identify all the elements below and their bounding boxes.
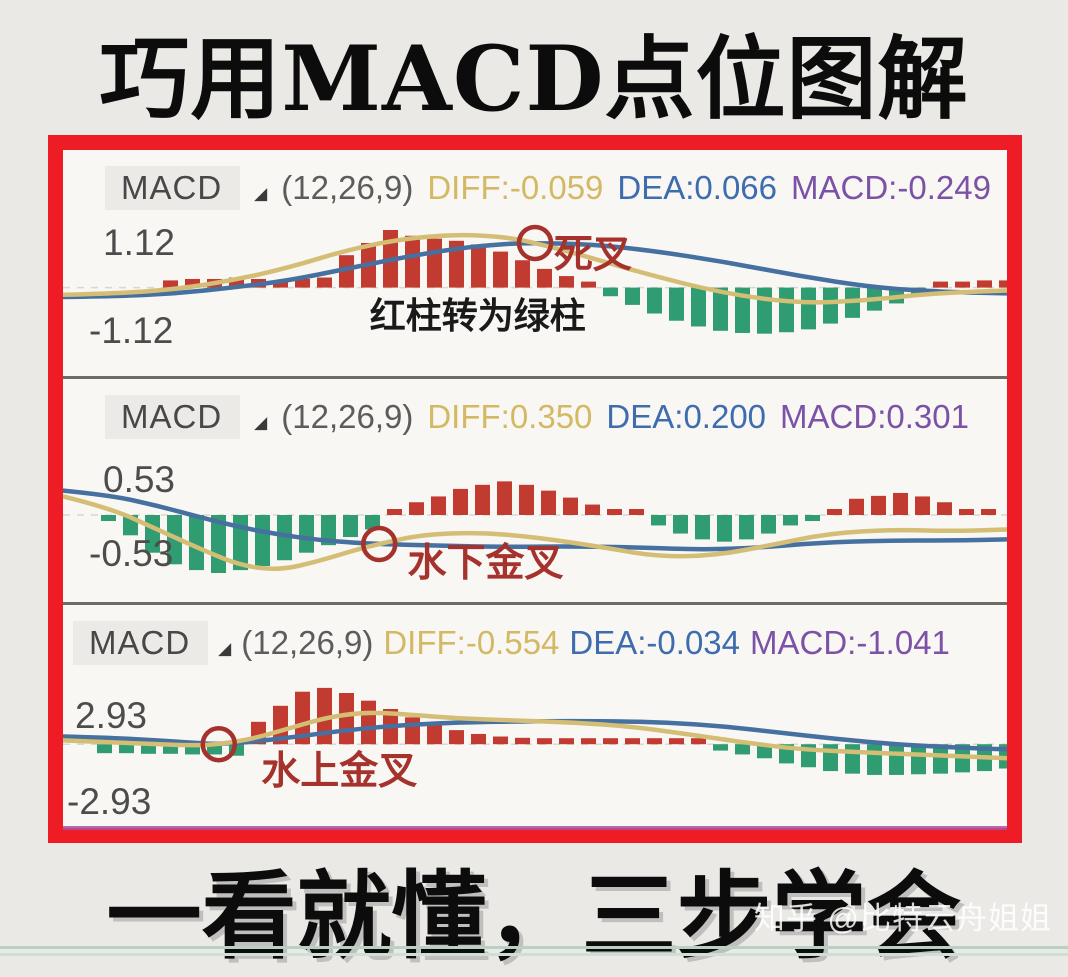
- macd-header: MACD ◢ (12,26,9) DIFF:0.350 DEA:0.200 MA…: [63, 379, 1007, 443]
- macd-panel-above-water-golden-cross: MACD ◢ (12,26,9) DIFF:-0.554 DEA:-0.034 …: [63, 602, 1007, 828]
- macd-params: (12,26,9): [281, 169, 414, 206]
- macd-params: (12,26,9): [281, 398, 414, 435]
- diff-value: DIFF:-0.554: [383, 624, 560, 661]
- macd-histogram-chart: 水上金叉: [63, 687, 1007, 793]
- triangle-icon: ◢: [218, 639, 232, 658]
- macd-indicator-label: MACD: [105, 395, 241, 439]
- cross-annotation-label: 水下金叉: [408, 541, 564, 585]
- watermark: 知乎 @比特云舟姐姐: [753, 901, 1052, 936]
- macd-label-text: MACD: [121, 169, 223, 206]
- cross-annotation-label: 水上金叉: [261, 749, 417, 793]
- macd-label-text: MACD: [89, 624, 191, 661]
- y-axis-top-label: 2.93: [75, 695, 148, 736]
- triangle-icon: ◢: [254, 184, 268, 203]
- chart-area: 0.53 -0.53 水下金叉: [63, 443, 1007, 603]
- cross-annotation-label: 死叉: [554, 233, 632, 276]
- y-axis-bottom-label: -0.53: [89, 533, 174, 574]
- y-axis-bottom-label: -2.93: [67, 781, 152, 822]
- y-axis-top-label: 0.53: [103, 459, 176, 500]
- macd-header: MACD ◢ (12,26,9) DIFF:-0.059 DEA:0.066 M…: [63, 150, 1007, 214]
- highlight-frame: MACD ◢ (12,26,9) DIFF:-0.059 DEA:0.066 M…: [48, 135, 1022, 843]
- dea-value: DEA:0.200: [606, 398, 767, 435]
- macd-panel-underwater-golden-cross: MACD ◢ (12,26,9) DIFF:0.350 DEA:0.200 MA…: [63, 376, 1007, 602]
- macd-header: MACD ◢ (12,26,9) DIFF:-0.554 DEA:-0.034 …: [63, 605, 1007, 669]
- y-axis-bottom-label: -1.12: [89, 310, 174, 351]
- macd-panel-death-cross: MACD ◢ (12,26,9) DIFF:-0.059 DEA:0.066 M…: [63, 150, 1007, 376]
- bottom-divider-line: [0, 953, 1068, 956]
- dea-value: DEA:-0.034: [569, 624, 740, 661]
- macd-indicator-label: MACD: [105, 166, 241, 210]
- macd-indicator-label: MACD: [73, 621, 209, 665]
- macd-histogram-chart: 水下金叉: [63, 481, 1007, 585]
- macd-label-text: MACD: [121, 398, 223, 435]
- bottom-divider-line: [0, 946, 1068, 949]
- page-title: 巧用MACD点位图解: [99, 26, 969, 132]
- y-axis-top-label: 1.12: [103, 222, 176, 263]
- dea-value: DEA:0.066: [617, 169, 778, 206]
- chart-area: 1.12 -1.12 死叉红柱转为绿柱: [63, 214, 1007, 374]
- chart-area: 2.93 -2.93 水上金叉: [63, 669, 1007, 829]
- macd-value: MACD:-1.041: [750, 624, 950, 661]
- diff-value: DIFF:0.350: [427, 398, 593, 435]
- macd-value: MACD:0.301: [780, 398, 969, 435]
- histogram-note-label: 红柱转为绿柱: [370, 295, 586, 336]
- macd-params: (12,26,9): [241, 624, 374, 661]
- macd-value: MACD:-0.249: [791, 169, 991, 206]
- triangle-icon: ◢: [254, 413, 268, 432]
- diff-value: DIFF:-0.059: [427, 169, 604, 206]
